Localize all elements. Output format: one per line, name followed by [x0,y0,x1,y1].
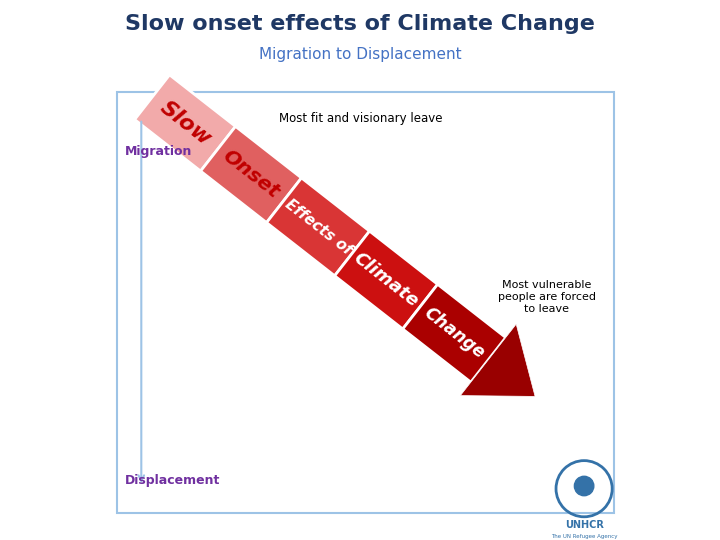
Bar [117,92,613,513]
Text: Displacement: Displacement [125,474,220,487]
Text: The UN Refugee Agency: The UN Refugee Agency [551,534,617,539]
Polygon shape [402,284,505,382]
Text: Change: Change [420,304,488,362]
Polygon shape [266,178,369,276]
Text: Most fit and visionary leave: Most fit and visionary leave [279,112,443,125]
Text: Slow onset effects of Climate Change: Slow onset effects of Climate Change [125,14,595,35]
Text: Climate: Climate [350,249,422,311]
Text: Migration: Migration [125,145,192,158]
Polygon shape [201,126,302,222]
Circle shape [575,476,594,496]
Polygon shape [460,324,535,396]
Polygon shape [335,231,438,329]
Text: Onset: Onset [219,147,283,202]
Text: Migration to Displacement: Migration to Displacement [258,46,462,62]
Text: UNHCR: UNHCR [564,521,603,530]
Polygon shape [135,75,235,171]
Text: Slow: Slow [156,97,215,149]
Text: Effects of: Effects of [282,196,354,258]
Text: Most vulnerable
people are forced
to leave: Most vulnerable people are forced to lea… [498,280,595,314]
